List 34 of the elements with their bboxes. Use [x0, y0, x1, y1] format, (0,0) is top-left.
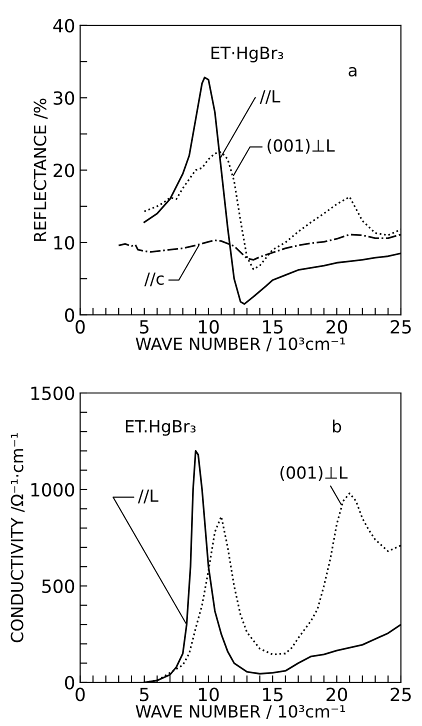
x-axis-title: WAVE NUMBER / 10³cm⁻¹: [136, 337, 345, 352]
series-label: //c: [144, 272, 164, 286]
x-tick-label: 15: [263, 688, 283, 702]
x-tick-label: 0: [76, 688, 85, 702]
x-tick-label: 20: [326, 688, 348, 702]
y-tick-label: 40: [53, 18, 74, 33]
text: (001)⊥L: [268, 138, 335, 154]
x-tick-label: 10: [198, 688, 219, 702]
y-tick-label: 30: [54, 91, 74, 105]
x-tick-label: 20: [326, 320, 348, 334]
x-axis-title: WAVE NUMBER / 10³cm⁻¹: [136, 705, 345, 719]
y-tick-label: 1000: [31, 482, 74, 497]
x-tick-label: 25: [390, 688, 411, 702]
text: //L: [138, 490, 158, 504]
x-tick-label: 25: [390, 320, 411, 334]
annotation: b: [332, 420, 342, 433]
annotation: ET.HgBr₃: [126, 420, 196, 436]
x-tick-label: 10: [198, 320, 219, 334]
y-tick-label: 500: [42, 579, 74, 594]
y-axis-title: CONDUCTIVITY /Ω⁻¹·cm⁻¹: [10, 433, 25, 642]
annotation: a: [348, 66, 356, 77]
x-tick-label: 0: [76, 320, 85, 334]
y-tick-label: 10: [54, 236, 74, 250]
text: //L: [260, 90, 280, 104]
y-tick-label: 0: [65, 676, 74, 690]
y-axis-title: REFLECTANCE /%: [34, 98, 48, 241]
x-tick-label: 15: [263, 320, 283, 334]
y-tick-label: 0: [65, 308, 74, 322]
y-tick-label: 20: [54, 164, 74, 178]
x-tick-label: 5: [140, 320, 148, 334]
x-tick-label: 5: [140, 688, 148, 702]
series-label: (001)⊥L: [280, 466, 348, 481]
annotation: ET·HgBr₃: [212, 46, 284, 62]
y-tick-label: 1500: [31, 386, 74, 400]
